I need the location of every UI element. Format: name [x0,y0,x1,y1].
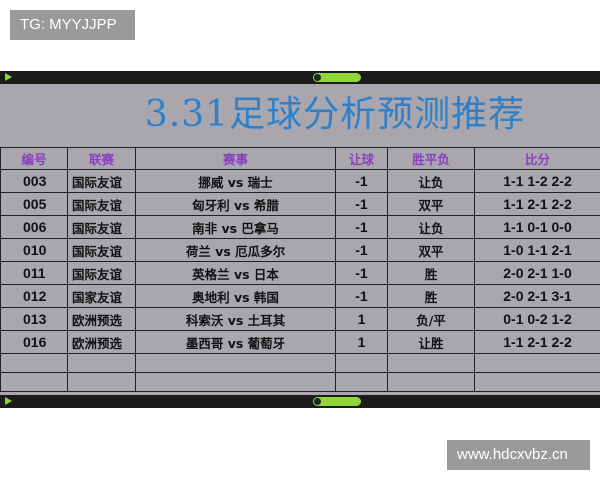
empty-cell [387,372,475,392]
cell-id: 011 [0,261,68,285]
table-row: 003 国际友谊 挪威 vs 瑞士 -1 让负 1-1 1-2 2-2 [0,169,600,193]
cell-result: 双平 [387,192,475,216]
cell-result: 胜 [387,284,475,308]
cell-league: 国际友谊 [67,192,136,216]
column-header: 胜平负 [387,147,475,170]
empty-cell [0,372,68,392]
empty-cell [0,353,68,373]
empty-cell [67,353,136,373]
table-row: 010 国际友谊 荷兰 vs 厄瓜多尔 -1 双平 1-0 1-1 2-1 [0,238,600,262]
empty-cell [135,372,336,392]
cell-scores: 1-0 1-1 2-1 [474,238,600,262]
cell-result: 胜 [387,261,475,285]
progress-pill[interactable] [313,73,361,82]
cell-handicap: -1 [335,192,388,216]
cell-scores: 2-0 2-1 1-0 [474,261,600,285]
empty-row [0,353,600,373]
empty-cell [67,372,136,392]
cell-id: 003 [0,169,68,193]
cell-scores: 0-1 0-2 1-2 [474,307,600,331]
table-row: 005 国际友谊 匈牙利 vs 希腊 -1 双平 1-1 2-1 2-2 [0,192,600,216]
cell-league: 国际友谊 [67,238,136,262]
cell-result: 双平 [387,238,475,262]
cell-id: 012 [0,284,68,308]
cell-scores: 1-1 2-1 2-2 [474,330,600,354]
empty-cell [387,353,475,373]
cell-handicap: -1 [335,261,388,285]
cell-handicap: 1 [335,307,388,331]
cell-handicap: 1 [335,330,388,354]
cell-match: 匈牙利 vs 希腊 [135,192,336,216]
empty-cell [135,353,336,373]
play-icon[interactable] [5,73,12,81]
cell-match: 墨西哥 vs 葡萄牙 [135,330,336,354]
video-frame: 3.31足球分析预测推荐 编号 联赛 赛事 让球 胜平负 比分 003 国际友谊 挪威 vs … [0,71,600,408]
column-header: 让球 [335,147,388,170]
cell-match: 南非 vs 巴拿马 [135,215,336,239]
cell-league: 欧洲预选 [67,330,136,354]
cell-match: 挪威 vs 瑞士 [135,169,336,193]
cell-result: 让负 [387,169,475,193]
empty-cell [335,353,388,373]
progress-pill[interactable] [313,397,361,406]
table-row: 006 国际友谊 南非 vs 巴拿马 -1 让负 1-1 0-1 0-0 [0,215,600,239]
prediction-table: 编号 联赛 赛事 让球 胜平负 比分 003 国际友谊 挪威 vs 瑞士 -1 让负 1-1 1-2… [0,147,600,392]
lock-icon [314,398,321,405]
play-icon[interactable] [5,397,12,405]
column-header: 比分 [474,147,600,170]
empty-cell [335,372,388,392]
cell-league: 欧洲预选 [67,307,136,331]
cell-scores: 2-0 2-1 3-1 [474,284,600,308]
cell-result: 负/平 [387,307,475,331]
player-bar-top [0,71,600,84]
cell-id: 010 [0,238,68,262]
player-bar-bottom [0,395,600,408]
cell-league: 国际友谊 [67,215,136,239]
cell-id: 005 [0,192,68,216]
cell-scores: 1-1 1-2 2-2 [474,169,600,193]
cell-handicap: -1 [335,284,388,308]
cell-league: 国际友谊 [67,169,136,193]
cell-id: 016 [0,330,68,354]
empty-cell [474,353,600,373]
cell-result: 让胜 [387,330,475,354]
watermark-bottom: www.hdcxvbz.cn [447,440,590,470]
column-header: 联赛 [67,147,136,170]
column-header: 编号 [0,147,68,170]
cell-result: 让负 [387,215,475,239]
lock-icon [314,74,321,81]
cell-handicap: -1 [335,238,388,262]
cell-match: 科索沃 vs 土耳其 [135,307,336,331]
cell-match: 英格兰 vs 日本 [135,261,336,285]
table-row: 011 国际友谊 英格兰 vs 日本 -1 胜 2-0 2-1 1-0 [0,261,600,285]
cell-id: 013 [0,307,68,331]
table-row: 016 欧洲预选 墨西哥 vs 葡萄牙 1 让胜 1-1 2-1 2-2 [0,330,600,354]
column-header: 赛事 [135,147,336,170]
cell-handicap: -1 [335,215,388,239]
cell-scores: 1-1 2-1 2-2 [474,192,600,216]
cell-handicap: -1 [335,169,388,193]
cell-scores: 1-1 0-1 0-0 [474,215,600,239]
table-row: 013 欧洲预选 科索沃 vs 土耳其 1 负/平 0-1 0-2 1-2 [0,307,600,331]
cell-league: 国际友谊 [67,261,136,285]
empty-cell [474,372,600,392]
table-row: 012 国家友谊 奥地利 vs 韩国 -1 胜 2-0 2-1 3-1 [0,284,600,308]
cell-id: 006 [0,215,68,239]
watermark-top: TG: MYYJJPP [10,10,135,40]
cell-league: 国家友谊 [67,284,136,308]
page-title: 3.31足球分析预测推荐 [144,94,526,135]
cell-match: 荷兰 vs 厄瓜多尔 [135,238,336,262]
cell-match: 奥地利 vs 韩国 [135,284,336,308]
empty-row [0,372,600,392]
